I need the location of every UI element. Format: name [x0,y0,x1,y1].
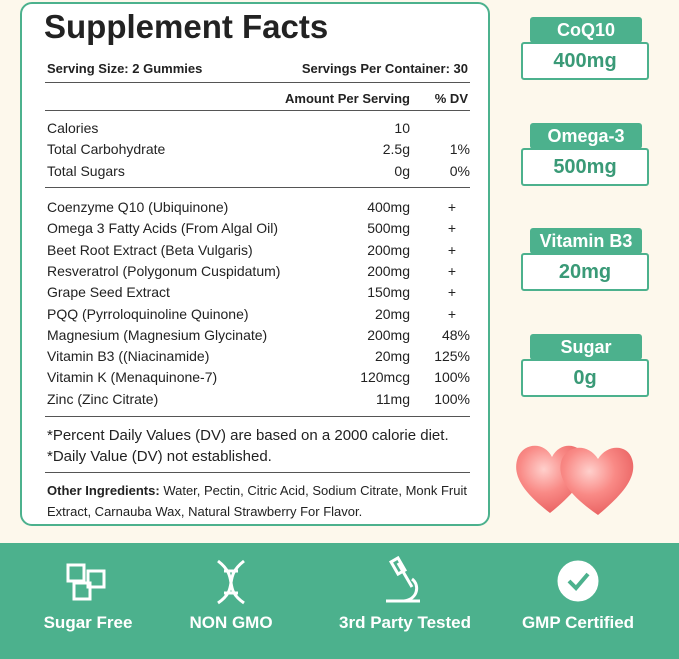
nutrient-amount: 200mg [367,241,410,258]
feature-icons [66,555,599,605]
footnote: *Daily Value (DV) not established. [47,448,272,465]
badge-value: 20mg [521,253,649,291]
nutrient-name: Magnesium (Magnesium Glycinate) [47,326,268,343]
badge-label: Vitamin B3 [530,228,642,254]
nutrient-amount: 500mg [367,220,410,237]
nutrient-dv: + [447,199,457,215]
nutrient-dv: + [447,220,457,237]
rule [45,416,470,417]
badge-label: Sugar [530,333,642,360]
nutrient-name: Resveratrol (Polygonum Cuspidatum) [47,262,281,279]
other-ingredients-label: Other Ingredients: [47,483,160,498]
nutrient-amount: 120mcg [360,369,410,386]
nutrient-name: Calories [47,120,99,136]
nutrient-dv: + [447,241,457,258]
dna-icon [217,559,245,605]
nutrient-name: PQQ (Pyrroloquinoline Quinone) [47,305,249,322]
other-ingredients: Other Ingredients: Water, Pectin, Citric… [47,480,472,522]
badge-value: 500mg [521,147,649,186]
feature-label: GMP Certified [521,613,635,632]
microscope-icon [386,555,420,603]
footnote: *Percent Daily Values (DV) are based on … [47,427,449,444]
nutrient-name: Vitamin K (Menaquinone-7) [47,369,218,386]
nutrient-name: Vitamin B3 ((Niacinamide) [47,348,210,365]
dv-header: % DV [434,91,468,106]
nutrient-amount: 0g [394,162,410,179]
badge-label: CoQ10 [530,17,642,43]
other-ingredients-text: Water, Pectin, Citric Acid, Sodium Citra… [47,483,467,519]
badge-value: 0g [521,358,649,397]
rule [45,110,470,111]
nutrient-amount: 200mg [367,326,410,343]
rule [45,187,470,188]
rule [45,472,470,473]
facts-title: Supplement Facts [44,8,329,45]
nutrient-dv: 100% [434,369,470,386]
feature-label: NON GMO [189,613,273,632]
nutrient-name: Beet Root Extract (Beta Vulgaris) [47,241,253,258]
nutrient-dv: + [447,305,457,322]
facts-panel [20,2,490,526]
nutrient-dv: 1% [449,141,470,158]
badge-value: 400mg [521,42,649,80]
nutrient-amount: 11mg [376,390,410,407]
heart [560,447,634,515]
feature-label: 3rd Party Tested [339,613,471,632]
serving-size: Serving Size: 2 Gummies [47,61,203,76]
hearts [516,445,634,515]
nutrient-name: Zinc (Zinc Citrate) [47,390,159,407]
nutrient-amount: 400mg [367,199,410,215]
nutrient-name: Coenzyme Q10 (Ubiquinone) [47,199,229,215]
amount-header: Amount Per Serving [285,91,410,106]
nutrient-dv: 125% [434,348,470,365]
nutrient-name: Omega 3 Fatty Acids (From Algal Oil) [47,220,279,237]
badge-label: Omega-3 [530,122,642,149]
nutrient-amount: 10 [394,120,410,136]
nutrient-amount: 150mg [367,284,410,301]
nutrient-dv: + [447,262,457,279]
nutrient-name: Grape Seed Extract [47,284,170,301]
cubes-icon [66,563,106,601]
nutrient-name: Total Carbohydrate [47,141,166,158]
rule [45,82,470,83]
nutrient-dv: + [447,284,457,301]
nutrient-amount: 200mg [367,262,410,279]
feature-label: Sugar Free [43,613,133,632]
nutrient-name: Total Sugars [47,162,125,179]
feature-band [0,543,679,659]
nutrient-amount: 2.5g [382,141,410,158]
nutrient-dv: 48% [441,326,470,343]
nutrient-amount: 20mg [374,348,410,365]
nutrient-amount: 20mg [374,305,410,322]
servings-per-container: Servings Per Container: 30 [301,61,468,76]
check-icon [557,560,599,602]
nutrient-dv: 0% [449,162,470,179]
nutrient-dv: 100% [434,390,470,407]
